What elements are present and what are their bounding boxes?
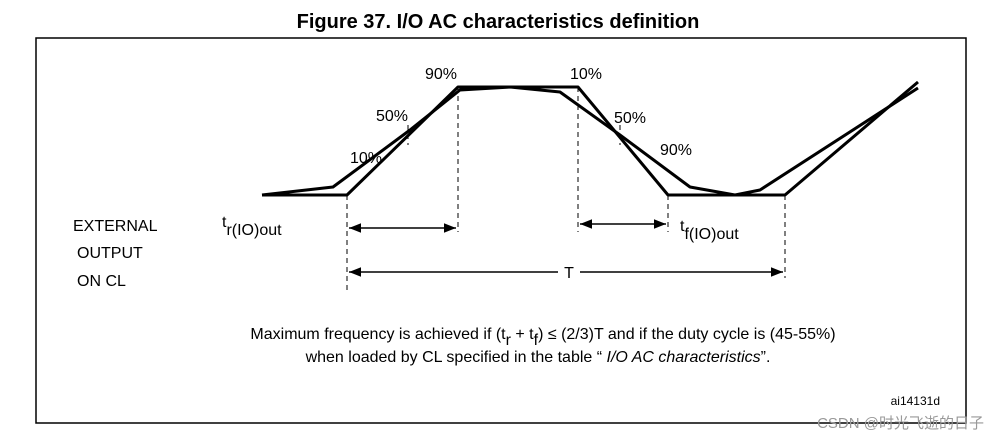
rise-time-label: tr(IO)out — [222, 214, 282, 239]
frame — [35, 37, 967, 424]
symbol: t — [222, 214, 227, 231]
note-line: when loaded by CL specified in the table… — [305, 349, 771, 366]
subscript: f(IO)out — [684, 226, 739, 243]
figure-id: ai14131d — [891, 394, 940, 408]
note-text: ) ≤ (2/3)T and if the duty cycle is (45-… — [538, 326, 836, 343]
fall-time-label: tf(IO)out — [680, 218, 739, 243]
subscript: f — [534, 332, 539, 349]
figure-title: Figure 37. I/O AC characteristics defini… — [297, 11, 700, 33]
level-label: 50% — [376, 108, 408, 125]
note-text: ”. — [761, 349, 771, 366]
note-text: + t — [511, 326, 534, 343]
note-text: Maximum frequency is achieved if (t — [250, 326, 506, 343]
level-label: 10% — [350, 150, 382, 167]
signal-label: ON CL — [77, 273, 126, 290]
level-label: 90% — [425, 66, 457, 83]
signal-label: OUTPUT — [77, 245, 143, 262]
actual-waveform — [261, 85, 919, 197]
level-label: 10% — [570, 66, 602, 83]
level-label: 50% — [614, 110, 646, 127]
note-text: when loaded by CL specified in the table… — [305, 349, 607, 366]
signal-label: EXTERNAL — [73, 218, 158, 235]
level-label: 90% — [660, 142, 692, 159]
ideal-waveform — [262, 80, 919, 197]
subscript: r — [506, 332, 512, 349]
label-bg — [558, 262, 580, 282]
period-label: T — [564, 265, 574, 282]
note-text: I/O AC characteristics — [607, 349, 761, 366]
symbol: t — [680, 218, 685, 235]
watermark: CSDN @时光飞逝的日子 — [817, 415, 984, 432]
subscript: r(IO)out — [226, 222, 282, 239]
note-line: Maximum frequency is achieved if (tr + t… — [250, 326, 835, 349]
